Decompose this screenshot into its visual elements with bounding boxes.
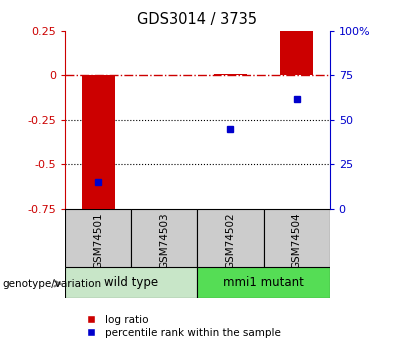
Text: genotype/variation: genotype/variation (2, 279, 101, 288)
Text: GSM74502: GSM74502 (226, 213, 236, 269)
Bar (264, 209, 330, 267)
Title: GDS3014 / 3735: GDS3014 / 3735 (137, 12, 257, 27)
Text: wild type: wild type (104, 276, 158, 289)
Bar (197, 267, 330, 298)
Text: GSM74503: GSM74503 (159, 213, 169, 269)
Bar (131, 209, 197, 267)
Bar (280, 31, 313, 76)
Text: mmi1 mutant: mmi1 mutant (223, 276, 304, 289)
Text: GSM74504: GSM74504 (291, 213, 302, 269)
Bar (197, 209, 264, 267)
Bar (214, 74, 247, 76)
Bar (81, 76, 115, 221)
Text: GSM74501: GSM74501 (93, 213, 103, 269)
Legend: log ratio, percentile rank within the sample: log ratio, percentile rank within the sa… (81, 315, 281, 338)
Bar (65, 209, 131, 267)
Bar (65, 267, 197, 298)
